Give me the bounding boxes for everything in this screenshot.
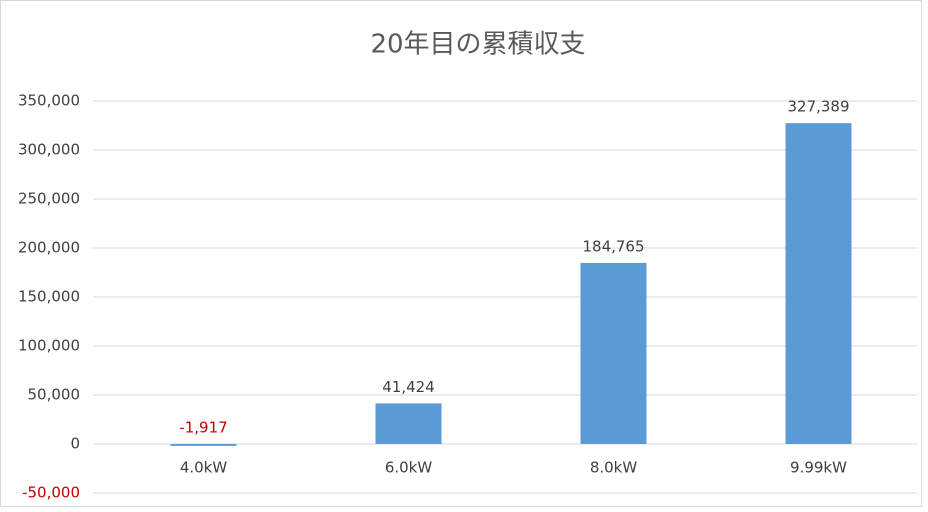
y-tick-label: 200,000	[18, 239, 80, 257]
y-tick-label: -50,000	[22, 484, 80, 502]
x-tick-label: 9.99kW	[790, 459, 847, 477]
x-tick-label: 8.0kW	[590, 459, 638, 477]
value-label: 41,424	[382, 378, 435, 396]
x-tick-label: 6.0kW	[385, 459, 433, 477]
value-label: 184,765	[582, 237, 644, 255]
y-tick-label: 100,000	[18, 337, 80, 355]
bar	[170, 444, 237, 446]
value-label: -1,917	[179, 419, 227, 437]
y-tick-label: 0	[70, 435, 80, 453]
y-tick-label: 350,000	[18, 92, 80, 110]
bar	[580, 262, 647, 444]
x-tick-label: 4.0kW	[180, 459, 228, 477]
y-tick-label: 250,000	[18, 190, 80, 208]
y-tick-label: 50,000	[28, 386, 81, 404]
y-tick-label: 150,000	[18, 288, 80, 306]
bar	[375, 403, 442, 444]
y-tick-label: 300,000	[18, 141, 80, 159]
bar	[785, 123, 852, 444]
chart-title: 20年目の累積収支	[370, 30, 585, 60]
value-label: 327,389	[787, 98, 849, 116]
